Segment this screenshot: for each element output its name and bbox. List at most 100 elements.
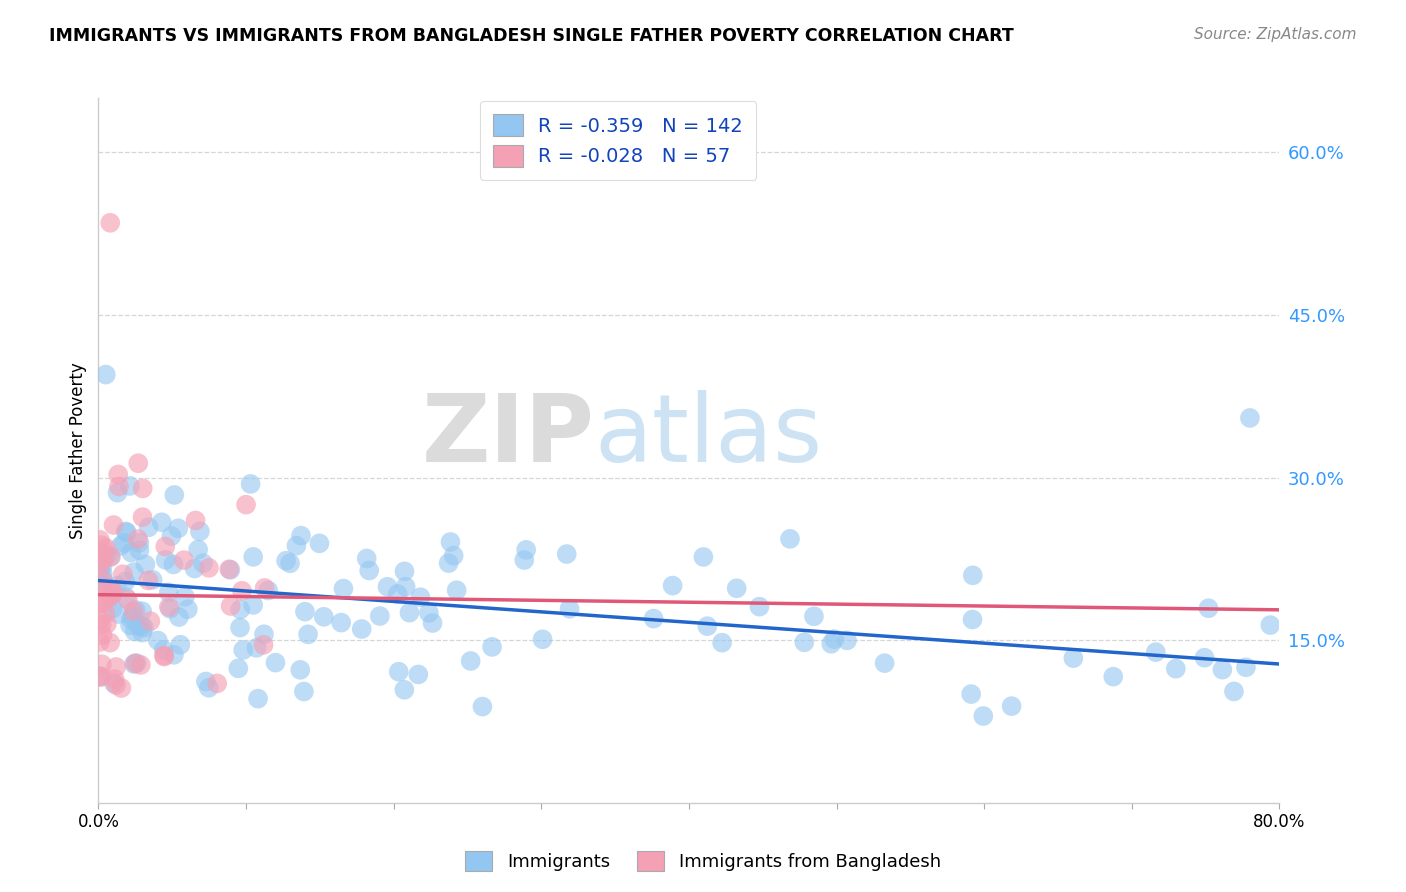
Point <box>247 691 270 706</box>
Point <box>803 609 825 624</box>
Point <box>129 657 152 672</box>
Point <box>138 520 160 534</box>
Point <box>104 672 127 686</box>
Point <box>356 551 378 566</box>
Point <box>98 591 121 605</box>
Point <box>308 536 330 550</box>
Point <box>368 609 391 624</box>
Point <box>153 649 176 664</box>
Point <box>558 602 581 616</box>
Point <box>139 614 162 628</box>
Point <box>98 635 121 649</box>
Point <box>108 479 131 493</box>
Point <box>1102 670 1125 684</box>
Point <box>157 599 180 614</box>
Point <box>515 542 537 557</box>
Point <box>232 643 254 657</box>
Point <box>350 622 373 636</box>
Point <box>122 657 145 671</box>
Point <box>418 606 440 620</box>
Point <box>873 656 896 670</box>
Point <box>446 583 468 598</box>
Point <box>229 602 252 616</box>
Point <box>177 602 200 616</box>
Point <box>153 648 176 663</box>
Point <box>122 604 145 618</box>
Point <box>253 581 276 595</box>
Point <box>219 599 242 613</box>
Point <box>91 574 114 588</box>
Point <box>162 558 184 572</box>
Point <box>93 552 115 566</box>
Point <box>150 515 173 529</box>
Point <box>160 529 183 543</box>
Point <box>531 632 554 647</box>
Point <box>231 583 253 598</box>
Point <box>124 624 146 639</box>
Point <box>297 627 319 641</box>
Point <box>188 524 211 539</box>
Point <box>120 612 142 626</box>
Point <box>173 590 195 604</box>
Point <box>157 585 180 599</box>
Point <box>1211 663 1233 677</box>
Point <box>89 670 111 684</box>
Point <box>513 553 536 567</box>
Point <box>101 585 124 599</box>
Point <box>793 635 815 649</box>
Point <box>93 597 115 611</box>
Point <box>1239 411 1261 425</box>
Point <box>91 628 114 642</box>
Point <box>205 676 228 690</box>
Point <box>111 567 134 582</box>
Point <box>159 601 181 615</box>
Point <box>110 681 132 695</box>
Point <box>294 605 316 619</box>
Point <box>101 582 124 597</box>
Point <box>114 524 136 539</box>
Point <box>93 579 115 593</box>
Point <box>1234 660 1257 674</box>
Point <box>125 656 148 670</box>
Point <box>118 479 141 493</box>
Point <box>643 612 665 626</box>
Point <box>167 610 190 624</box>
Point <box>394 682 416 697</box>
Point <box>163 648 186 662</box>
Point <box>219 563 242 577</box>
Point <box>96 549 118 563</box>
Point <box>89 564 111 578</box>
Point <box>1258 618 1281 632</box>
Point <box>437 556 460 570</box>
Point <box>163 488 186 502</box>
Point <box>89 559 111 574</box>
Point <box>229 621 252 635</box>
Point <box>101 601 124 615</box>
Point <box>725 582 748 596</box>
Point <box>131 604 153 618</box>
Point <box>89 554 111 568</box>
Point <box>962 613 984 627</box>
Point <box>90 617 112 632</box>
Point <box>264 656 287 670</box>
Legend: Immigrants, Immigrants from Bangladesh: Immigrants, Immigrants from Bangladesh <box>458 844 948 879</box>
Point <box>89 580 111 594</box>
Point <box>197 681 219 695</box>
Point <box>142 573 165 587</box>
Point <box>127 456 149 470</box>
Point <box>460 654 482 668</box>
Point <box>101 589 124 603</box>
Point <box>152 643 174 657</box>
Point <box>408 667 430 681</box>
Point <box>290 663 312 677</box>
Point <box>100 549 122 564</box>
Point <box>555 547 578 561</box>
Point <box>661 579 683 593</box>
Point <box>89 596 111 610</box>
Point <box>312 609 335 624</box>
Point <box>131 619 153 633</box>
Point <box>1194 650 1216 665</box>
Point <box>173 553 195 567</box>
Point <box>711 636 734 650</box>
Point <box>112 536 135 550</box>
